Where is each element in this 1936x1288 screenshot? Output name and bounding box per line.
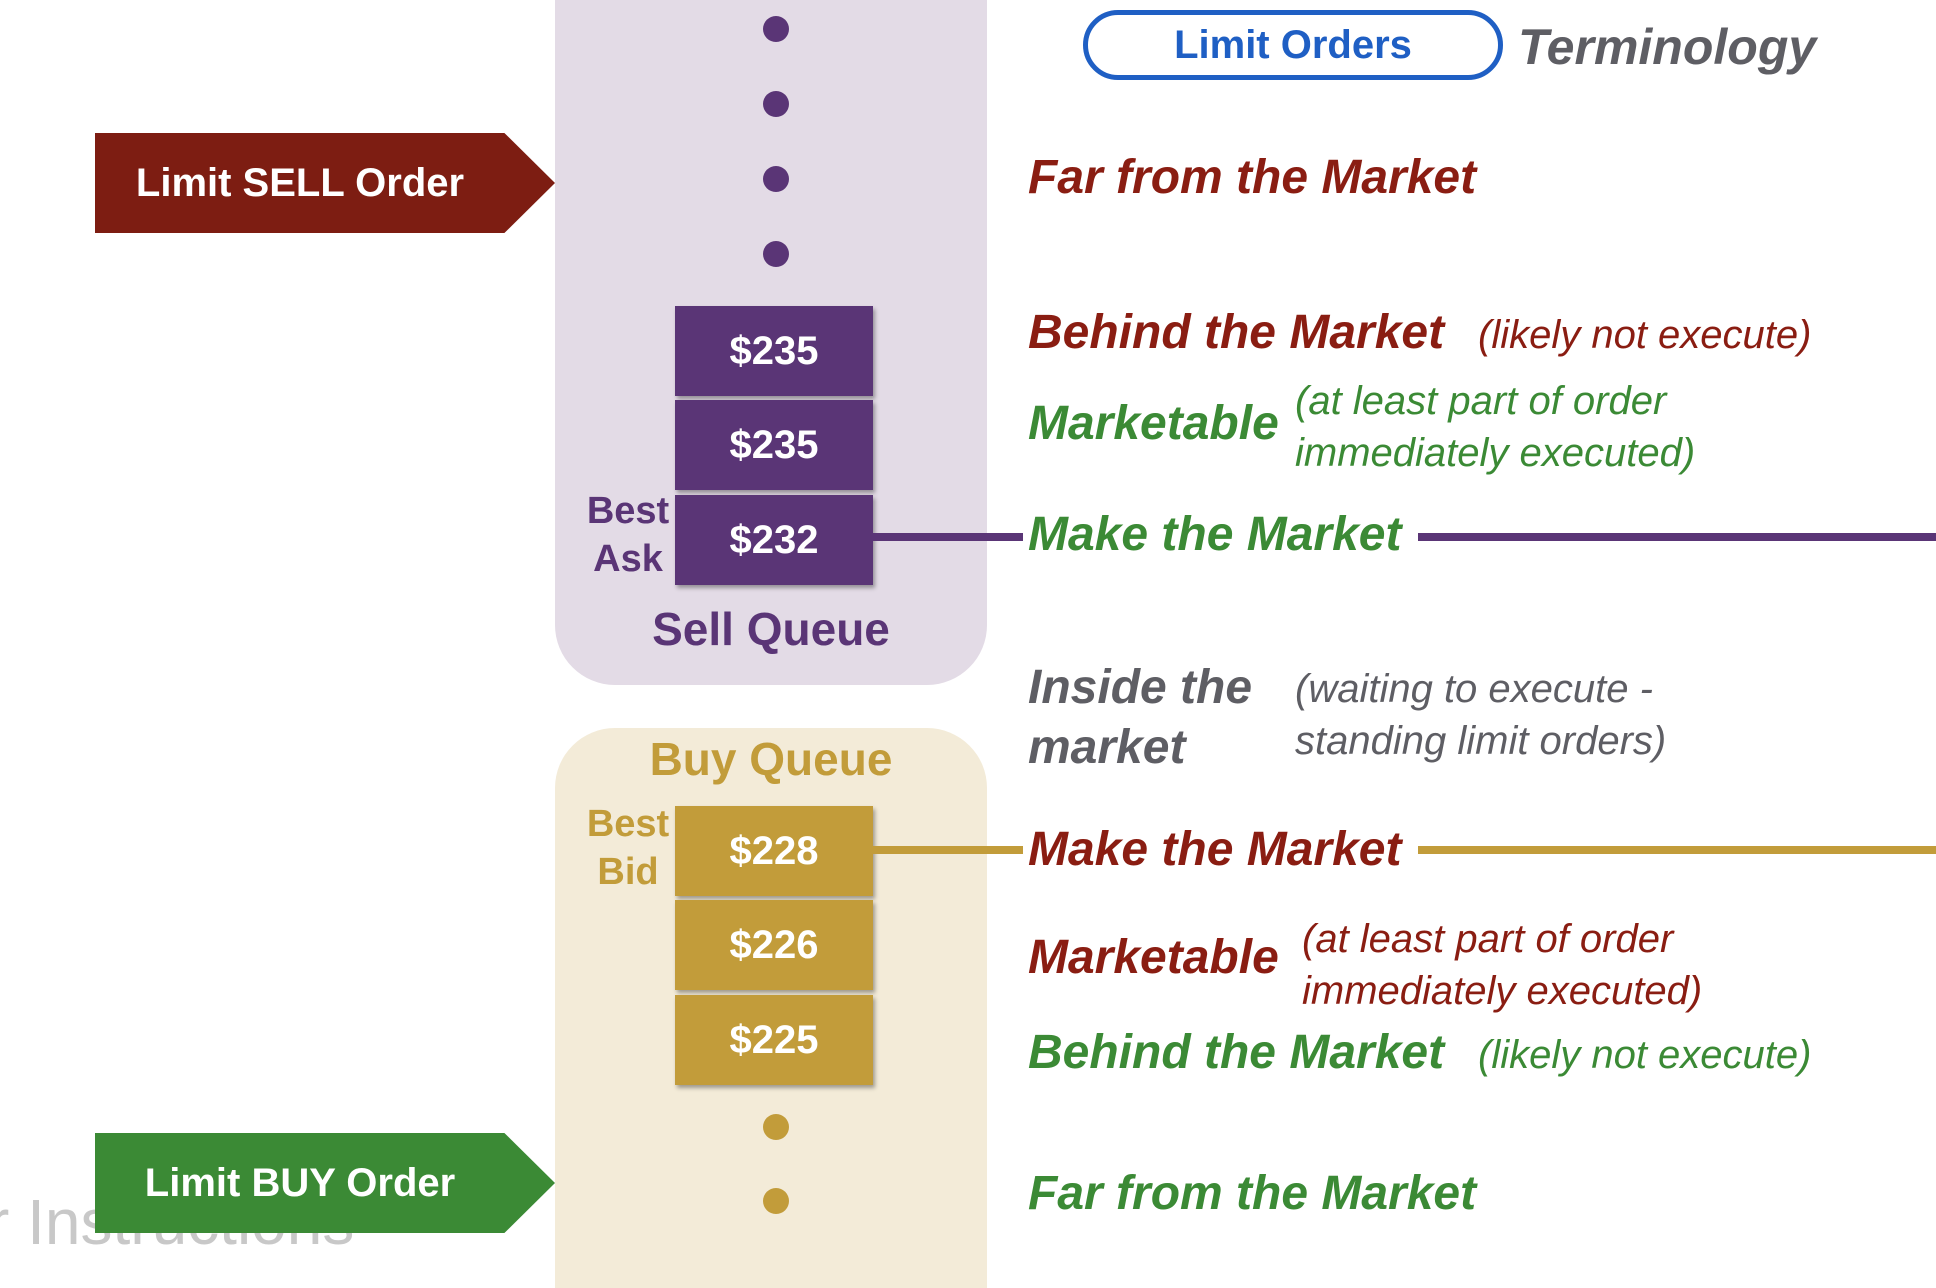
limit-orders-pill: Limit Orders	[1083, 10, 1503, 80]
best-ask-extension-line	[1418, 533, 1936, 541]
best-ask-label-line1: Best	[586, 490, 670, 532]
inside-market-term-line1: Inside the	[1028, 661, 1253, 714]
buy-far-term: Far from the Market	[1028, 1167, 1477, 1220]
buy-price-box: $226	[675, 900, 873, 990]
sell-far-term: Far from the Market	[1028, 151, 1477, 204]
buy-queue-dot	[763, 1114, 789, 1140]
sell-queue-title: Sell Queue	[652, 603, 890, 655]
sell-marketable-note-line2: immediately executed)	[1295, 431, 1696, 475]
buy-behind-term: Behind the Market	[1028, 1026, 1445, 1079]
sell-behind-note: (likely not execute)	[1478, 313, 1812, 357]
sell-queue-dot	[763, 241, 789, 267]
buy-marketable-note-line2: immediately executed)	[1302, 969, 1703, 1013]
best-ask-connector-line	[873, 533, 1023, 541]
sell-marketable-note-line1: (at least part of order	[1295, 379, 1667, 423]
terminology-heading: Terminology	[1518, 19, 1817, 75]
sell-price-box: $235	[675, 400, 873, 490]
inside-market-note-line2: standing limit orders)	[1295, 719, 1667, 763]
best-bid-label-line2: Bid	[597, 851, 659, 893]
buy-behind-note: (likely not execute)	[1478, 1033, 1812, 1077]
best-bid-extension-line	[1418, 846, 1936, 854]
sell-queue-dot	[763, 91, 789, 117]
buy-make-market-term: Make the Market	[1028, 823, 1402, 876]
sell-behind-term: Behind the Market	[1028, 306, 1445, 359]
best-ask-price-box: $232	[675, 495, 873, 585]
best-bid-connector-line	[873, 846, 1023, 854]
buy-marketable-note: (at least part of order immediately exec…	[1302, 913, 1702, 1017]
inside-market-term-line2: market	[1028, 721, 1186, 774]
inside-market-note: (waiting to execute - standing limit ord…	[1295, 663, 1666, 767]
best-ask-label-line2: Ask	[593, 538, 663, 580]
sell-make-market-term: Make the Market	[1028, 508, 1402, 561]
sell-price-box: $235	[675, 306, 873, 396]
sell-queue-dot	[763, 166, 789, 192]
best-bid-label: Best Bid	[580, 800, 676, 896]
limit-buy-order-arrow: Limit BUY Order	[95, 1133, 555, 1233]
sell-marketable-term: Marketable	[1028, 397, 1279, 450]
buy-queue-dot	[763, 1188, 789, 1214]
buy-marketable-note-line1: (at least part of order	[1302, 917, 1674, 961]
best-bid-price-box: $228	[675, 806, 873, 896]
buy-queue-title: Buy Queue	[649, 733, 893, 785]
buy-marketable-term: Marketable	[1028, 931, 1279, 984]
sell-marketable-note: (at least part of order immediately exec…	[1295, 375, 1695, 479]
inside-market-term: Inside the market	[1028, 658, 1252, 778]
limit-sell-order-arrow: Limit SELL Order	[95, 133, 555, 233]
best-ask-label: Best Ask	[580, 487, 676, 583]
best-bid-label-line1: Best	[586, 803, 670, 845]
sell-queue-dot	[763, 16, 789, 42]
buy-price-box: $225	[675, 995, 873, 1085]
inside-market-note-line1: (waiting to execute -	[1295, 667, 1653, 711]
